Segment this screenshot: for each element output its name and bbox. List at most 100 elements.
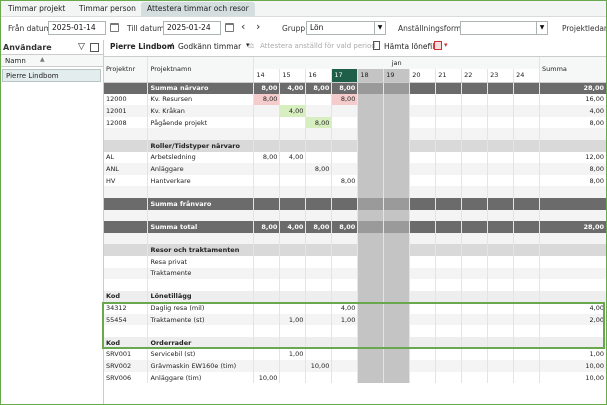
day-cell[interactable] <box>435 302 463 314</box>
day-cell[interactable] <box>253 244 281 256</box>
table-row[interactable] <box>104 209 607 222</box>
day-cell[interactable] <box>331 232 359 245</box>
day-cell[interactable]: 8,00 <box>305 163 333 175</box>
day-cell[interactable] <box>357 174 385 187</box>
day-cell[interactable] <box>383 151 411 164</box>
table-row[interactable]: Summa total 8,00 4,00 8,00 8,00 28,00 <box>104 221 607 233</box>
day-cell[interactable] <box>513 93 541 106</box>
day-cell[interactable] <box>357 348 385 361</box>
day-cell[interactable] <box>513 348 541 361</box>
day-cell[interactable] <box>253 360 281 372</box>
table-row[interactable]: HV Hantverkare 8,00 8,00 <box>104 174 607 187</box>
employment-select[interactable]: ▼ <box>460 21 548 35</box>
day-cell[interactable] <box>357 128 385 140</box>
day-cell[interactable] <box>357 360 385 372</box>
day-cell[interactable] <box>253 325 281 338</box>
day-cell[interactable] <box>409 244 437 256</box>
day-cell[interactable] <box>331 360 359 372</box>
day-cell[interactable] <box>513 290 541 303</box>
day-cell[interactable] <box>487 105 515 117</box>
day-cell[interactable] <box>357 163 385 175</box>
group-select[interactable]: Lön ▼ <box>306 21 386 35</box>
day-cell[interactable] <box>487 337 515 349</box>
day-cell[interactable] <box>435 232 463 245</box>
day-cell[interactable] <box>383 139 411 152</box>
day-cell[interactable] <box>279 139 307 152</box>
day-cell[interactable] <box>435 209 463 222</box>
day-cell[interactable] <box>435 174 463 187</box>
day-cell[interactable] <box>253 279 281 291</box>
day-cell[interactable] <box>461 313 489 326</box>
day-cell[interactable] <box>461 151 489 164</box>
day-cell[interactable] <box>279 290 307 303</box>
day-cell[interactable]: 8,00 <box>305 116 333 129</box>
day-cell[interactable] <box>357 325 385 338</box>
day-cell[interactable] <box>279 302 307 314</box>
day-cell[interactable] <box>409 313 437 326</box>
day-cell[interactable] <box>435 221 463 233</box>
day-cell[interactable] <box>513 313 541 326</box>
day-cell[interactable] <box>461 267 489 280</box>
day-cell[interactable] <box>409 279 437 291</box>
day-cell[interactable] <box>513 139 541 152</box>
day-cell[interactable] <box>253 163 281 175</box>
day-cell[interactable] <box>409 151 437 164</box>
day-cell[interactable] <box>383 360 411 372</box>
chevron-right-icon[interactable]: › <box>256 20 261 33</box>
day-cell[interactable] <box>435 82 463 94</box>
day-cell[interactable] <box>409 221 437 233</box>
day-cell[interactable] <box>409 116 437 129</box>
day-cell[interactable] <box>513 371 541 384</box>
day-cell[interactable] <box>305 279 333 291</box>
day-cell[interactable] <box>253 313 281 326</box>
day-cell[interactable]: 10,00 <box>253 371 281 384</box>
day-cell[interactable] <box>383 337 411 349</box>
tab-attestera[interactable]: Attestera timmar och resor <box>141 2 255 16</box>
day-cell[interactable] <box>409 337 437 349</box>
day-cell[interactable]: 1,00 <box>331 313 359 326</box>
approve-hours-button[interactable]: Godkänn timmar <box>178 42 242 51</box>
day-cell[interactable] <box>279 371 307 384</box>
day-cell[interactable] <box>409 186 437 198</box>
day-cell[interactable] <box>461 221 489 233</box>
day-cell[interactable] <box>409 105 437 117</box>
day-cell[interactable] <box>357 82 385 94</box>
filter-icon[interactable]: ▽ <box>78 42 85 52</box>
day-cell[interactable] <box>461 128 489 140</box>
day-cell[interactable] <box>513 197 541 210</box>
day-cell[interactable] <box>409 267 437 280</box>
table-row[interactable]: Roller/Tidstyper närvaro <box>104 139 607 152</box>
table-row[interactable]: Kod Orderrader <box>104 337 607 349</box>
day-cell[interactable]: 8,00 <box>331 221 359 233</box>
day-cell[interactable] <box>435 348 463 361</box>
day-cell[interactable] <box>461 186 489 198</box>
day-cell[interactable] <box>331 139 359 152</box>
day-cell[interactable]: 1,00 <box>279 313 307 326</box>
day-cell[interactable] <box>461 360 489 372</box>
day-cell[interactable] <box>357 232 385 245</box>
day-cell[interactable] <box>357 151 385 164</box>
day-cell[interactable] <box>409 255 437 268</box>
day-cell[interactable] <box>461 116 489 129</box>
table-row[interactable]: 12008 Pågående projekt 8,00 8,00 <box>104 116 607 129</box>
day-cell[interactable] <box>513 116 541 129</box>
day-cell[interactable] <box>513 267 541 280</box>
day-cell[interactable] <box>305 348 333 361</box>
day-cell[interactable] <box>383 116 411 129</box>
day-cell[interactable] <box>461 197 489 210</box>
day-cell[interactable] <box>513 244 541 256</box>
day-cell[interactable]: 8,00 <box>331 93 359 106</box>
day-cell[interactable] <box>253 209 281 222</box>
day-cell[interactable] <box>383 279 411 291</box>
day-cell[interactable] <box>253 255 281 268</box>
day-cell[interactable] <box>279 197 307 210</box>
day-cell[interactable] <box>357 244 385 256</box>
day-cell[interactable] <box>279 174 307 187</box>
day-cell[interactable] <box>383 197 411 210</box>
day-cell[interactable] <box>409 128 437 140</box>
day-cell[interactable] <box>383 290 411 303</box>
table-row[interactable]: Resor och traktamenten <box>104 244 607 256</box>
day-cell[interactable] <box>435 128 463 140</box>
day-cell[interactable] <box>409 197 437 210</box>
day-cell[interactable] <box>357 209 385 222</box>
